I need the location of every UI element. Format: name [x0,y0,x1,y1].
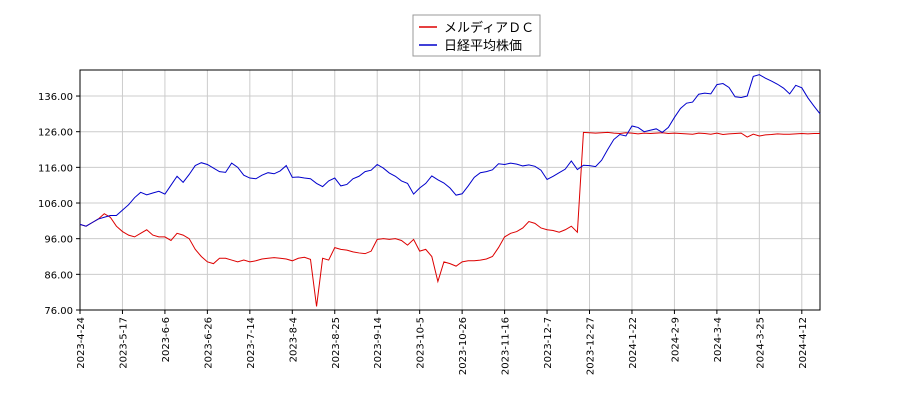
x-tick-label: 2023-6-26 [203,317,214,369]
x-tick-label: 2023-10-26 [458,317,469,375]
x-tick-label: 2023-11-16 [501,317,512,375]
x-tick-label: 2023-5-17 [118,317,129,369]
series-line [79,131,820,307]
x-tick-label: 2024-4-12 [798,317,809,369]
x-tick-label: 2023-4-24 [76,317,87,369]
x-tick-label: 2023-12-27 [586,317,597,375]
y-tick-label: 106.00 [38,199,73,210]
x-tick-label: 2024-2-9 [670,317,681,362]
x-tick-label: 2023-8-25 [331,317,342,369]
legend-label: 日経平均株価 [444,39,522,54]
x-tick-label: 2023-8-4 [288,317,299,362]
y-tick-label: 126.00 [38,128,73,139]
x-tick-label: 2023-9-14 [373,317,384,369]
legend-box [412,14,541,57]
plot-frame [79,69,821,311]
x-tick-label: 2024-1-22 [628,317,639,369]
y-tick-label: 86.00 [44,270,73,281]
legend-label: メルディアＤＣ [444,20,534,36]
y-tick-label: 96.00 [44,235,73,246]
x-tick-label: 2023-10-5 [416,317,427,369]
x-tick-label: 2023-7-14 [246,317,257,369]
series-line [79,74,821,227]
y-tick-label: 136.00 [38,92,73,103]
y-tick-label: 76.00 [44,306,73,317]
x-tick-label: 2023-12-7 [543,317,554,369]
x-tick-label: 2023-6-6 [161,317,172,362]
y-tick-label: 116.00 [38,163,73,174]
x-tick-label: 2024-3-4 [713,317,724,362]
x-tick-label: 2024-3-25 [755,317,766,369]
